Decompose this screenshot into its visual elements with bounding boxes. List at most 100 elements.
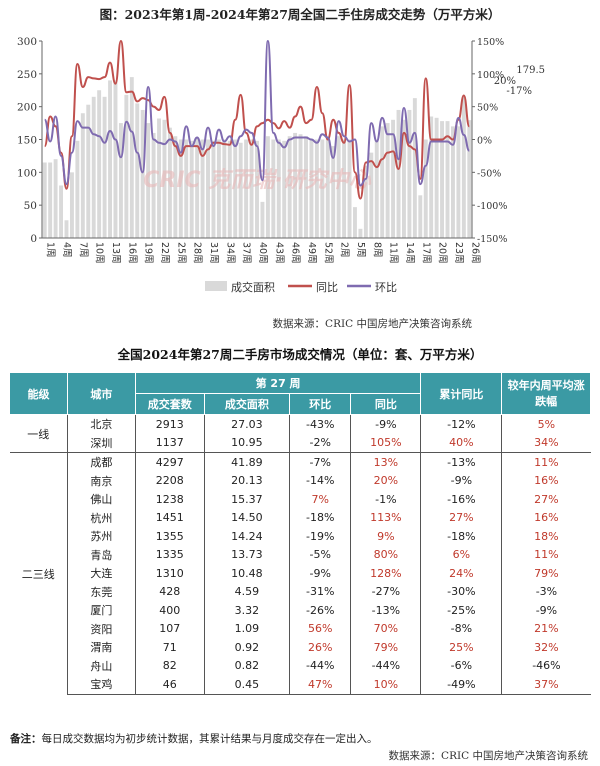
area-cell: 1.09 <box>203 619 291 638</box>
left-tick-label: 50 <box>24 200 37 212</box>
mom-cell: -26% <box>289 601 352 620</box>
transaction-table: 能级 城市 第 27 周 累计同比 较年内周平均涨跌幅 成交套数 成交面积 环比… <box>9 372 591 695</box>
bar-area <box>298 134 303 238</box>
x-tick-label: 10周 <box>94 242 105 264</box>
cum-yoy-cell: -13% <box>420 452 503 472</box>
bar-area <box>445 121 450 238</box>
table-row: 厦门 400 3.32 -26% -13% -25% -9% <box>10 601 591 620</box>
units-cell: 4297 <box>134 452 205 472</box>
city-cell: 苏州 <box>66 527 136 546</box>
avg-change-cell: 27% <box>501 490 591 509</box>
avg-change-cell: 32% <box>501 638 591 657</box>
bar-area <box>222 139 227 238</box>
mom-cell: 7% <box>289 490 352 509</box>
avg-change-cell: 21% <box>501 619 591 638</box>
bar-area <box>64 220 69 238</box>
footnote: 备注：每日成交数据均为初步统计数据，其累计结果与月度成交存在一定出入。 <box>10 731 378 746</box>
bar-area <box>293 132 298 238</box>
yoy-cell: -44% <box>350 656 422 675</box>
mom-cell: -14% <box>289 471 352 490</box>
units-cell: 82 <box>134 656 205 675</box>
cum-yoy-cell: -30% <box>420 582 503 601</box>
units-cell: 1310 <box>134 564 205 583</box>
bar-area <box>467 120 472 238</box>
x-tick-label: 14周 <box>404 242 415 264</box>
cum-yoy-cell: 6% <box>420 545 503 564</box>
city-cell: 杭州 <box>66 508 136 527</box>
cum-yoy-cell: -49% <box>420 675 503 695</box>
bar-area <box>53 159 58 238</box>
bar-area <box>97 90 102 238</box>
bar-area <box>124 94 129 238</box>
x-tick-label: 28周 <box>192 242 203 264</box>
table-row: 青岛 1335 13.73 -5% 80% 6% 11% <box>10 545 591 564</box>
area-cell: 3.32 <box>203 601 291 620</box>
note-label: 备注： <box>10 733 42 745</box>
table-row: 一线 北京 2913 27.03 -43% -9% -12% 5% <box>9 414 591 453</box>
tier-cell: 一线 <box>9 414 68 453</box>
area-cell: 41.89 <box>203 452 291 472</box>
bar-area <box>402 119 406 238</box>
mom-cell: -44% <box>289 656 352 675</box>
bar-area <box>75 140 80 238</box>
yoy-cell: -9% <box>350 414 422 434</box>
mom-cell: 26% <box>289 638 352 657</box>
bar-area <box>276 139 281 238</box>
bar-area <box>271 139 276 238</box>
header-cum-yoy: 累计同比 <box>420 372 503 415</box>
header-units: 成交套数 <box>134 393 205 415</box>
units-cell: 46 <box>134 675 205 695</box>
right-tick-label: 50% <box>477 103 498 114</box>
area-cell: 15.37 <box>203 490 291 509</box>
bar-area <box>461 96 466 238</box>
bar-area <box>80 113 85 238</box>
left-tick-label: 250 <box>17 69 37 81</box>
avg-change-cell: 16% <box>501 508 591 527</box>
bar-area <box>233 139 238 238</box>
yoy-cell: 9% <box>350 527 422 546</box>
bar-area <box>255 140 259 238</box>
header-yoy: 同比 <box>350 393 422 415</box>
bar-area <box>238 142 243 238</box>
right-tick-label: 0% <box>477 136 492 147</box>
x-tick-label: 34周 <box>224 242 235 264</box>
x-tick-label: 31周 <box>208 242 219 264</box>
table-row: 资阳 107 1.09 56% 70% -8% 21% <box>10 619 591 638</box>
bar-area <box>140 109 145 238</box>
bar-area <box>434 117 439 238</box>
x-tick-label: 25周 <box>175 242 186 264</box>
bar-area <box>412 98 417 238</box>
area-cell: 14.50 <box>203 508 291 527</box>
units-cell: 1238 <box>134 490 205 509</box>
cum-yoy-cell: 25% <box>420 638 503 657</box>
x-tick-label: 43周 <box>273 242 284 264</box>
cum-yoy-cell: -18% <box>420 527 503 546</box>
tier-cell: 二三线 <box>9 452 68 694</box>
table-row: 大连 1310 10.48 -9% 128% 24% 79% <box>10 564 591 583</box>
avg-change-cell: 79% <box>501 564 591 583</box>
bar-area <box>184 139 189 238</box>
bar-area <box>342 139 347 238</box>
cum-yoy-cell: -9% <box>420 471 503 490</box>
bar-area <box>59 185 64 238</box>
yoy-cell: 13% <box>350 452 422 472</box>
bar-area <box>380 126 385 238</box>
yoy-cell: -13% <box>350 601 422 620</box>
bar-area <box>385 123 390 238</box>
legend-bar-swatch <box>205 281 227 291</box>
avg-change-cell: 34% <box>501 433 591 453</box>
x-tick-label: 23周 <box>453 242 464 264</box>
area-cell: 13.73 <box>203 545 291 564</box>
bar-area <box>309 139 314 238</box>
city-cell: 南京 <box>66 471 136 490</box>
bar-area <box>440 121 445 238</box>
x-tick-label: 52周 <box>322 242 333 264</box>
mom-line <box>43 39 470 187</box>
table-source: 数据来源：CRIC 中国房地产决策咨询系统 <box>388 750 588 762</box>
trend-chart: CRIC 克而瑞·研究中心 0 50 100 150 200 250 300 -150% -100… <box>17 36 545 294</box>
x-tick-label: 4周 <box>61 242 72 258</box>
x-tick-label: 20周 <box>437 242 448 264</box>
header-area: 成交面积 <box>203 393 291 415</box>
left-tick-label: 300 <box>17 36 37 48</box>
chart-source: 数据来源：CRIC 中国房地产决策咨询系统 <box>272 318 472 330</box>
